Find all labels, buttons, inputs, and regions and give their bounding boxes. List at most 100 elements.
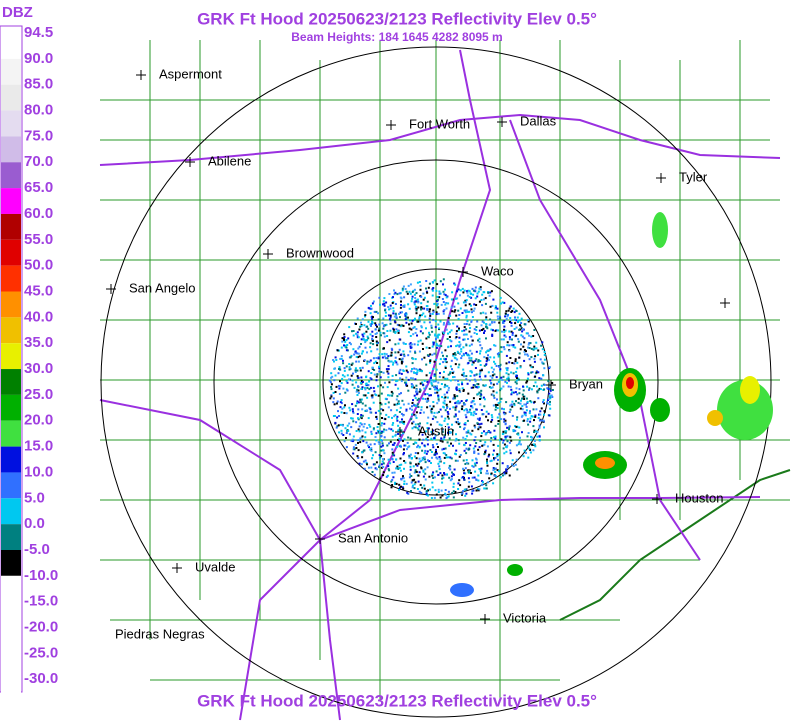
echo-pixel <box>426 443 429 446</box>
echo-pixel <box>466 419 469 422</box>
echo-pixel <box>481 293 484 296</box>
echo-pixel <box>408 290 411 293</box>
echo-pixel <box>434 434 437 437</box>
echo-pixel <box>506 377 509 380</box>
echo-pixel <box>380 431 383 434</box>
echo-pixel <box>522 455 525 458</box>
echo-pixel <box>346 389 349 392</box>
echo-pixel <box>383 297 386 300</box>
echo-pixel <box>371 320 373 323</box>
echo-pixel <box>415 390 417 393</box>
echo-pixel <box>372 300 375 303</box>
echo-pixel <box>477 474 480 477</box>
echo-pixel <box>430 451 433 453</box>
echo-pixel <box>349 356 352 359</box>
echo-pixel <box>466 320 469 323</box>
echo-pixel <box>357 336 360 339</box>
echo-pixel <box>345 339 348 341</box>
echo-pixel <box>399 306 402 309</box>
echo-pixel <box>515 326 518 329</box>
echo-pixel <box>330 386 333 388</box>
echo-pixel <box>548 414 551 417</box>
echo-pixel <box>409 468 412 471</box>
echo-pixel <box>473 410 476 413</box>
echo-pixel <box>415 305 418 308</box>
echo-pixel <box>461 493 463 496</box>
echo-pixel <box>379 331 382 334</box>
echo-pixel <box>425 287 427 290</box>
echo-pixel <box>441 298 444 300</box>
echo-pixel <box>459 294 461 297</box>
echo-pixel <box>343 412 346 414</box>
echo-pixel <box>409 465 412 468</box>
echo-pixel <box>348 433 351 436</box>
echo-pixel <box>414 358 417 361</box>
echo-pixel <box>498 453 501 456</box>
echo-pixel <box>475 478 478 481</box>
echo-pixel <box>401 420 404 423</box>
echo-pixel <box>398 402 401 405</box>
echo-pixel <box>414 331 417 334</box>
echo-pixel <box>467 471 470 474</box>
echo-pixel <box>538 424 541 427</box>
echo-pixel <box>425 337 428 340</box>
echo-pixel <box>445 454 448 456</box>
echo-pixel <box>429 353 432 356</box>
echo-pixel <box>461 408 463 411</box>
echo-pixel <box>527 343 530 346</box>
echo-pixel <box>547 388 550 390</box>
storm-cell <box>507 564 523 576</box>
echo-pixel <box>372 427 375 430</box>
echo-pixel <box>333 360 335 363</box>
echo-pixel <box>501 379 504 381</box>
echo-pixel <box>520 334 523 337</box>
echo-pixel <box>411 479 414 482</box>
echo-pixel <box>491 393 494 396</box>
echo-pixel <box>547 397 550 400</box>
echo-pixel <box>355 360 358 363</box>
echo-pixel <box>466 290 468 293</box>
echo-pixel <box>381 356 384 359</box>
echo-pixel <box>445 456 448 459</box>
echo-pixel <box>433 476 436 479</box>
echo-pixel <box>432 341 435 344</box>
echo-pixel <box>523 350 526 353</box>
echo-pixel <box>417 428 420 431</box>
echo-pixel <box>399 421 402 424</box>
echo-pixel <box>506 465 509 467</box>
echo-pixel <box>383 452 386 455</box>
echo-pixel <box>357 360 360 363</box>
echo-pixel <box>465 328 468 331</box>
echo-pixel <box>452 397 455 400</box>
echo-pixel <box>431 417 434 420</box>
echo-pixel <box>466 294 469 297</box>
echo-pixel <box>473 378 476 381</box>
echo-pixel <box>443 386 446 389</box>
echo-pixel <box>377 312 379 315</box>
echo-pixel <box>536 430 539 433</box>
echo-pixel <box>433 373 436 376</box>
echo-pixel <box>508 441 511 444</box>
echo-pixel <box>374 328 377 331</box>
echo-pixel <box>487 419 489 422</box>
echo-pixel <box>392 429 394 432</box>
echo-pixel <box>465 408 468 411</box>
echo-pixel <box>537 389 540 392</box>
echo-pixel <box>539 410 542 413</box>
echo-pixel <box>508 307 511 310</box>
echo-pixel <box>426 380 429 383</box>
echo-pixel <box>351 379 354 382</box>
echo-pixel <box>509 404 512 407</box>
echo-pixel <box>382 430 385 433</box>
echo-pixel <box>463 478 466 481</box>
echo-pixel <box>364 404 367 407</box>
echo-pixel <box>404 343 407 345</box>
echo-pixel <box>521 330 524 333</box>
echo-pixel <box>398 411 401 413</box>
echo-pixel <box>413 478 416 481</box>
echo-pixel <box>421 433 424 436</box>
echo-pixel <box>507 378 510 381</box>
echo-pixel <box>352 372 354 375</box>
echo-pixel <box>497 422 500 425</box>
echo-pixel <box>506 440 509 443</box>
